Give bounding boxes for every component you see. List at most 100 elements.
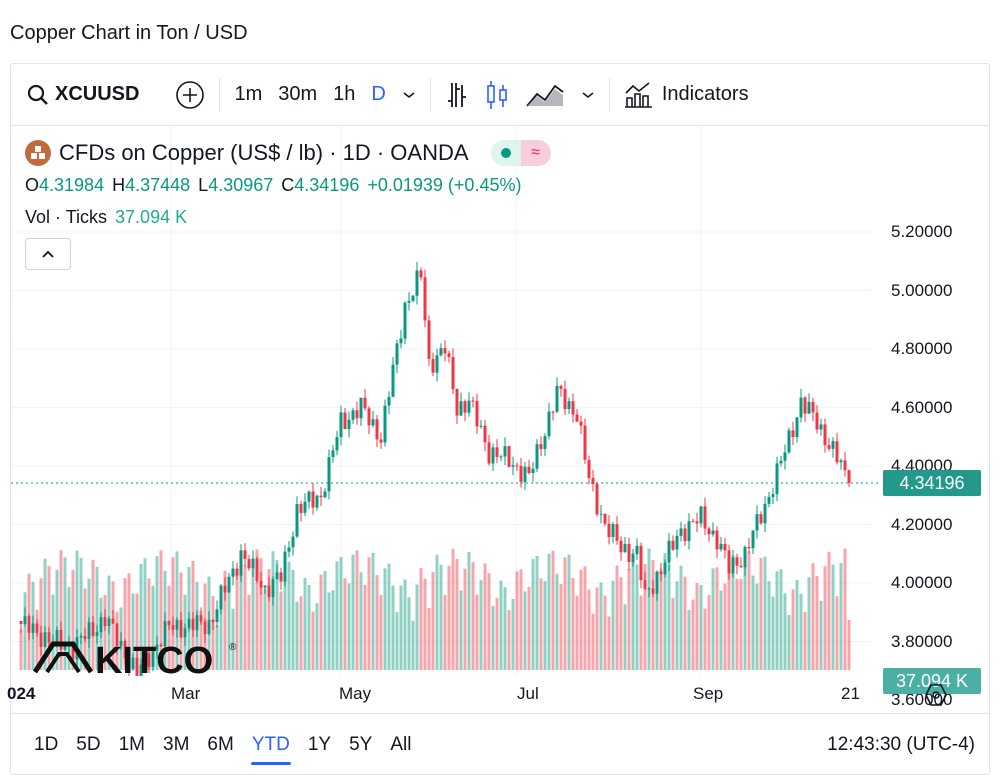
range-all[interactable]: All [390,734,412,755]
candle-body [43,632,47,647]
bars-style-button[interactable] [437,75,477,115]
volume-bar [111,581,115,670]
candle-body [119,640,123,646]
market-status-pill[interactable]: ≈ [490,140,551,166]
volume-bar [271,551,275,670]
compare-button[interactable] [167,75,213,115]
volume-bar [35,609,39,670]
interval-1h[interactable]: 1h [333,83,356,105]
candle-body [219,585,223,610]
candle-body [27,616,31,633]
volume-bar [655,592,659,670]
volume-bar [807,577,811,670]
candle-body [459,401,463,416]
candle-body [715,530,719,550]
candle-body [523,466,527,482]
range-5d[interactable]: 5D [76,734,101,755]
volume-bar [255,549,259,670]
area-style-button[interactable] [517,75,573,115]
volume-bar [307,585,311,670]
interval-d[interactable]: D [371,83,386,105]
volume-bar [395,612,399,670]
candle-body [359,397,363,419]
time-axis[interactable]: 024 Mar May Jul Sep 21 [7,676,989,714]
symbol-search-button[interactable]: XCUUSD [19,75,147,115]
candle-body [395,343,399,365]
candle-body [639,545,643,581]
candle-body [795,417,799,438]
volume-bar [611,580,615,670]
volume-bar [635,564,639,670]
candle-body [807,401,811,414]
volume-bar [251,567,255,670]
candle-body [183,628,187,638]
chart-style-dropdown[interactable] [573,75,603,115]
candle-body [619,540,623,553]
candle-body [659,571,663,575]
price-label: 3.80000 [891,631,953,651]
range-1m[interactable]: 1M [118,734,145,755]
candle-body [243,550,247,559]
candle-body [835,441,839,463]
volume-bar [847,619,851,670]
range-5y[interactable]: 5Y [349,734,373,755]
candle-body [419,270,423,278]
candle-body [695,521,699,524]
settings-icon[interactable] [925,683,947,707]
candle-body [247,558,251,569]
interval-1m[interactable]: 1m [234,83,263,105]
svg-text:®: ® [229,642,237,653]
volume-bar [283,579,287,670]
candles-style-button[interactable] [477,75,517,115]
candle-body [311,491,315,508]
volume-bar [123,578,127,670]
candle-body [615,524,619,541]
volume-bar [787,615,791,670]
candle-body [31,623,35,633]
volume-bar [803,612,807,670]
volume-bar [151,585,155,670]
candle-body [743,546,747,568]
candle-body [411,295,415,301]
volume-bar [275,559,279,670]
candle-body [839,460,843,463]
candle-body [347,419,351,429]
candle-body [55,629,59,642]
candle-body [71,645,75,660]
collapse-legend-button[interactable] [25,238,71,270]
candle-body [415,270,419,296]
range-1d[interactable]: 1D [34,734,59,755]
candle-body [739,565,743,568]
candle-body [759,514,763,524]
range-1y[interactable]: 1Y [307,734,332,755]
candle-body [363,397,367,409]
copper-symbol-icon [25,140,51,166]
volume-bar [583,566,587,670]
interval-dropdown[interactable] [394,75,424,115]
volume-bar [819,600,823,670]
market-open-icon [490,140,521,166]
series-title: CFDs on Copper (US$ / lb) · 1D · OANDA [59,140,469,165]
candle-body [703,506,707,529]
range-6m[interactable]: 6M [207,734,234,755]
volume-bar [503,587,507,670]
chart-pane[interactable]: CFDs on Copper (US$ / lb) · 1D · OANDA ≈… [11,126,989,709]
indicators-button[interactable]: Indicators [616,75,757,115]
candle-body [543,436,547,449]
volume-bar [555,573,559,670]
volume-bar [575,595,579,670]
interval-30m[interactable]: 30m [278,83,318,105]
volume-bar [451,548,455,670]
clock[interactable]: 12:43:30 (UTC-4) [827,734,975,755]
volume-bar [419,568,423,670]
candle-body [95,632,99,636]
candle-body [711,530,715,535]
candle-body [451,356,455,390]
price-plot[interactable] [11,126,989,676]
range-ytd[interactable]: YTD [243,725,299,765]
volume-bar [343,578,347,670]
volume-bar [19,629,23,670]
candle-body [107,618,111,626]
candle-body [667,540,671,563]
range-3m[interactable]: 3M [163,734,190,755]
